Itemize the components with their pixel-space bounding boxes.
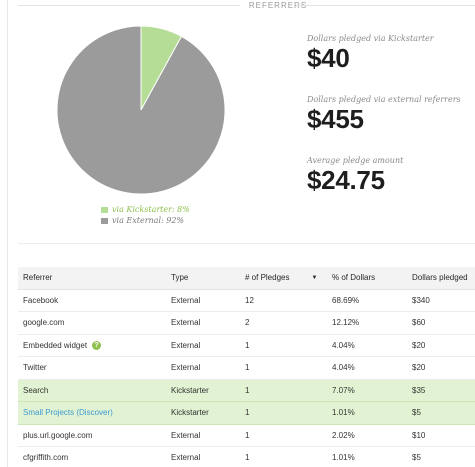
column-header-pledges[interactable]: # of Pledges ▼ (240, 267, 327, 290)
help-icon[interactable]: ? (92, 340, 102, 350)
legend-swatch-external (101, 217, 108, 224)
section-title: REFERRERS (248, 1, 308, 10)
cell-referrer-label: Embedded widget (23, 340, 88, 350)
table-row: google.com External 2 12.12% $60 (18, 311, 475, 335)
stat-external-label: Dollars pledged via external referrers (307, 95, 461, 104)
cell-pledges: 1 (240, 334, 327, 357)
cell-dollars: $20 (407, 334, 475, 357)
cell-percent: 1.01% (327, 446, 407, 467)
cell-dollars: $60 (407, 311, 475, 335)
referrer-pie-chart (56, 25, 226, 195)
table-row: plus.url.google.com External 1 2.02% $10 (18, 424, 475, 447)
table-row: cfgriffith.com External 1 1.01% $5 (18, 446, 475, 467)
cell-pledges: 1 (240, 446, 327, 467)
cell-type: External (166, 289, 240, 312)
cell-dollars: $35 (407, 379, 475, 402)
table-row: Embedded widget? External 1 4.04% $20 (18, 334, 475, 357)
stat-kickstarter-value: $40 (307, 43, 350, 73)
cell-referrer: google.com (18, 311, 166, 335)
cell-referrer: cfgriffith.com (18, 446, 166, 467)
cell-pledges: 1 (240, 401, 327, 425)
cell-pledges: 12 (240, 289, 327, 312)
table-row: Facebook External 12 68.69% $340 (18, 289, 475, 312)
cell-dollars: $5 (407, 401, 475, 425)
cell-type: External (166, 446, 240, 467)
cell-percent: 12.12% (327, 311, 407, 335)
table-row: Search Kickstarter 1 7.07% $35 (18, 379, 475, 402)
cell-dollars: $20 (407, 356, 475, 380)
left-divider (7, 0, 8, 467)
cell-referrer: plus.url.google.com (18, 424, 166, 447)
stat-average-label: Average pledge amount (307, 156, 404, 165)
stat-external: Dollars pledged via external referrers $… (307, 95, 475, 133)
cell-percent: 4.04% (327, 334, 407, 357)
pie-legend: via Kickstarter: 8% via External: 92% (101, 204, 190, 226)
referrer-link[interactable]: Small Projects (Discover) (23, 408, 113, 418)
table-header-row: Referrer Type # of Pledges ▼ % of Dollars… (18, 267, 475, 290)
cell-pledges: 1 (240, 424, 327, 447)
cell-dollars: $5 (407, 446, 475, 467)
cell-type: Kickstarter (166, 401, 240, 425)
cell-percent: 1.01% (327, 401, 407, 425)
legend-swatch-kickstarter (101, 206, 108, 213)
cell-dollars: $10 (407, 424, 475, 447)
pie-slice-external (56, 25, 226, 195)
legend-label-external: via External: 92% (112, 216, 185, 225)
column-header-dollars[interactable]: Dollars pledged (407, 267, 475, 290)
cell-referrer: Small Projects (Discover) (18, 401, 166, 425)
cell-referrer: Embedded widget? (18, 334, 166, 357)
column-header-type[interactable]: Type (166, 267, 240, 290)
header-rule-left (18, 5, 240, 6)
cell-type: External (166, 424, 240, 447)
stat-average: Average pledge amount $24.75 (307, 156, 475, 194)
stat-external-value: $455 (307, 104, 364, 134)
cell-referrer: Facebook (18, 289, 166, 312)
cell-referrer: Twitter (18, 356, 166, 380)
cell-type: External (166, 356, 240, 380)
sort-desc-icon[interactable]: ▼ (311, 275, 318, 282)
cell-dollars: $340 (407, 289, 475, 312)
stat-kickstarter: Dollars pledged via Kickstarter $40 (307, 34, 475, 72)
legend-item-external: via External: 92% (101, 215, 190, 226)
stat-average-value: $24.75 (307, 165, 385, 195)
referrers-table: Referrer Type # of Pledges ▼ % of Dollars… (18, 267, 475, 467)
legend-label-kickstarter: via Kickstarter: 8% (112, 205, 190, 214)
table-row: Small Projects (Discover) Kickstarter 1 … (18, 401, 475, 425)
cell-referrer: Search (18, 379, 166, 402)
cell-percent: 2.02% (327, 424, 407, 447)
stat-kickstarter-label: Dollars pledged via Kickstarter (307, 34, 434, 43)
table-row: Twitter External 1 4.04% $20 (18, 356, 475, 380)
cell-pledges: 1 (240, 379, 327, 402)
column-header-referrer[interactable]: Referrer (18, 267, 166, 290)
header-rule-right (296, 5, 475, 6)
section-header: REFERRERS (18, 0, 475, 12)
cell-percent: 68.69% (327, 289, 407, 312)
cell-type: External (166, 311, 240, 335)
legend-item-kickstarter: via Kickstarter: 8% (101, 204, 190, 215)
cell-percent: 7.07% (327, 379, 407, 402)
section-divider (18, 243, 475, 244)
cell-percent: 4.04% (327, 356, 407, 380)
column-header-pledges-label: # of Pledges (245, 273, 290, 283)
cell-type: External (166, 334, 240, 357)
cell-pledges: 1 (240, 356, 327, 380)
column-header-percent[interactable]: % of Dollars (327, 267, 407, 290)
cell-type: Kickstarter (166, 379, 240, 402)
cell-pledges: 2 (240, 311, 327, 335)
